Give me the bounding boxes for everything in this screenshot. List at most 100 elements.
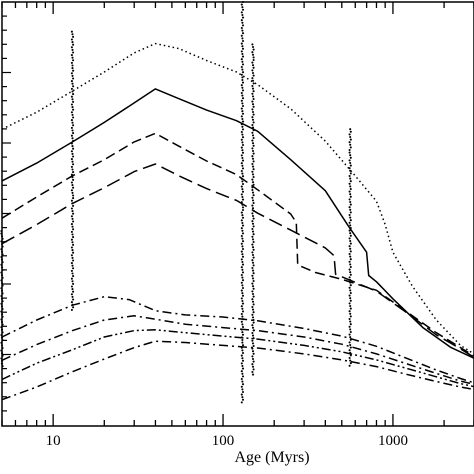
series-line-2 xyxy=(1,88,474,359)
scatter-point xyxy=(241,396,244,399)
scatter-point xyxy=(70,158,73,161)
scatter-point xyxy=(241,351,245,355)
scatter-point xyxy=(349,291,352,295)
scatter-point xyxy=(252,48,255,51)
scatter-point xyxy=(349,177,352,180)
scatter-point xyxy=(251,116,254,119)
scatter-point xyxy=(240,34,243,37)
scatter-point xyxy=(241,203,244,206)
scatter-point xyxy=(251,87,255,90)
scatter-point xyxy=(252,82,255,85)
scatter-point xyxy=(241,97,245,100)
scatter-point xyxy=(241,367,245,370)
scatter-point xyxy=(240,138,243,141)
scatter-point xyxy=(349,161,352,165)
scatter-point xyxy=(252,168,255,171)
scatter-point xyxy=(72,59,75,62)
scatter-point xyxy=(241,206,245,209)
scatter-point xyxy=(241,143,245,147)
scatter-point xyxy=(349,169,352,172)
scatter-point xyxy=(241,6,244,9)
scatter-point xyxy=(349,330,352,334)
scatter-point xyxy=(70,87,73,90)
scatter-column-3 xyxy=(240,0,245,404)
scatter-point xyxy=(241,68,244,71)
scatter-point xyxy=(241,333,245,336)
scatter-point xyxy=(71,121,74,124)
scatter-point xyxy=(349,234,352,237)
scatter-point xyxy=(240,336,243,339)
scatter-point xyxy=(251,79,255,82)
scatter-point xyxy=(72,194,75,197)
scatter-point xyxy=(241,63,245,66)
scatter-point xyxy=(240,211,243,214)
scatter-point xyxy=(241,323,244,326)
scatter-point xyxy=(251,134,255,137)
scatter-point xyxy=(251,300,255,303)
scatter-point xyxy=(349,187,352,191)
scatter-point xyxy=(240,312,243,316)
scatter-point xyxy=(252,295,255,298)
scatter-point xyxy=(251,155,254,158)
scatter-point xyxy=(251,251,254,254)
scatter-point xyxy=(241,195,244,199)
scatter-point xyxy=(252,344,255,348)
scatter-point xyxy=(251,204,254,207)
scatter-point xyxy=(71,48,74,51)
series-line-4 xyxy=(1,163,474,358)
scatter-point xyxy=(251,292,255,296)
scatter-point xyxy=(241,310,245,313)
scatter-point xyxy=(72,267,75,270)
scatter-point xyxy=(241,151,245,154)
scatter-point xyxy=(70,277,73,280)
scatter-point xyxy=(348,245,351,248)
scatter-point xyxy=(72,236,75,239)
scatter-point xyxy=(241,76,244,79)
scatter-point xyxy=(252,352,255,355)
scatter-point xyxy=(72,155,75,158)
scatter-point xyxy=(241,180,244,183)
scatter-point xyxy=(349,255,352,258)
scatter-point xyxy=(241,136,245,139)
scatter-point xyxy=(252,287,255,290)
scatter-point xyxy=(240,84,243,87)
scatter-point xyxy=(240,73,243,76)
scatter-point xyxy=(241,307,244,310)
scatter-point xyxy=(349,258,352,261)
scatter-point xyxy=(70,285,73,288)
scatter-point xyxy=(349,307,352,310)
scatter-point xyxy=(241,338,244,342)
scatter-point xyxy=(251,365,255,368)
scatter-point xyxy=(70,308,73,311)
scatter-point xyxy=(241,388,244,391)
scatter-point xyxy=(70,181,73,184)
scatter-point xyxy=(348,310,351,313)
scatter-point xyxy=(71,249,74,252)
scatter-point xyxy=(349,203,352,206)
scatter-point xyxy=(72,186,75,189)
scatter-point xyxy=(251,92,254,95)
scatter-point xyxy=(241,188,244,191)
scatter-point xyxy=(241,253,244,256)
scatter-point xyxy=(251,230,255,233)
scatter-point xyxy=(241,89,245,92)
scatter-point xyxy=(240,19,243,22)
scatter-point xyxy=(349,128,352,131)
scatter-point xyxy=(70,72,73,75)
scatter-point xyxy=(348,268,351,271)
scatter-point xyxy=(71,56,74,59)
scatter-point xyxy=(251,207,255,210)
scatter-point xyxy=(240,11,243,14)
scatter-point xyxy=(251,181,255,184)
scatter-columns xyxy=(0,0,352,404)
scatter-point xyxy=(251,235,254,238)
scatter-point xyxy=(72,251,75,254)
scatter-point xyxy=(348,206,351,209)
scatter-point xyxy=(71,303,74,306)
scatter-point xyxy=(241,29,244,32)
scatter-point xyxy=(72,171,75,174)
scatter-column-2 xyxy=(70,30,75,311)
scatter-point xyxy=(241,224,245,227)
scatter-point xyxy=(348,276,351,279)
